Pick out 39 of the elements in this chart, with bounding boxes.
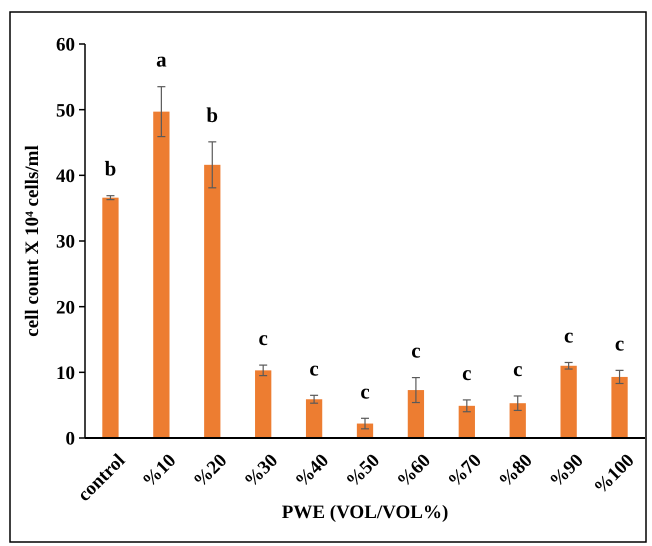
annotation: c	[513, 356, 522, 381]
x-axis-title: PWE (VOL/VOL%)	[282, 502, 448, 523]
y-tick-label: 60	[56, 34, 75, 56]
bar	[560, 366, 577, 438]
y-tick-label: 40	[56, 166, 75, 187]
annotation: c	[614, 331, 624, 356]
bar	[255, 370, 272, 438]
bar	[408, 390, 424, 438]
bar	[204, 164, 220, 438]
y-tick-label: 20	[56, 297, 75, 318]
annotation: c	[258, 326, 268, 350]
bar	[102, 198, 119, 438]
x-tick-label: %90	[546, 450, 588, 492]
x-tick-label: %80	[494, 450, 537, 492]
bar	[153, 112, 170, 438]
annotation: b	[206, 102, 218, 127]
y-tick-label: 10	[56, 362, 75, 384]
bar	[306, 399, 322, 438]
y-tick-label: 50	[56, 100, 75, 122]
bar	[611, 376, 628, 438]
x-tick-label: %10	[138, 450, 180, 492]
bar	[510, 403, 526, 438]
x-tick-label: %20	[189, 450, 232, 492]
x-tick-label: %30	[240, 450, 282, 492]
x-tick-label: %50	[342, 450, 384, 492]
x-tick-label: %70	[444, 450, 486, 492]
y-tick-label: 0	[66, 428, 75, 450]
annotation: c	[462, 360, 472, 385]
annotation: b	[104, 156, 116, 181]
annotation: c	[309, 356, 319, 380]
annotation: c	[411, 338, 421, 363]
annotation: a	[156, 48, 168, 72]
y-axis-title: cell count X 10⁴ cells/ml	[22, 145, 43, 337]
x-tick-label: %60	[393, 450, 435, 492]
bar	[458, 406, 475, 438]
annotation: c	[360, 379, 370, 404]
x-tick-label: %40	[291, 450, 334, 492]
y-tick-label: 30	[56, 232, 75, 253]
annotation: c	[564, 323, 574, 348]
